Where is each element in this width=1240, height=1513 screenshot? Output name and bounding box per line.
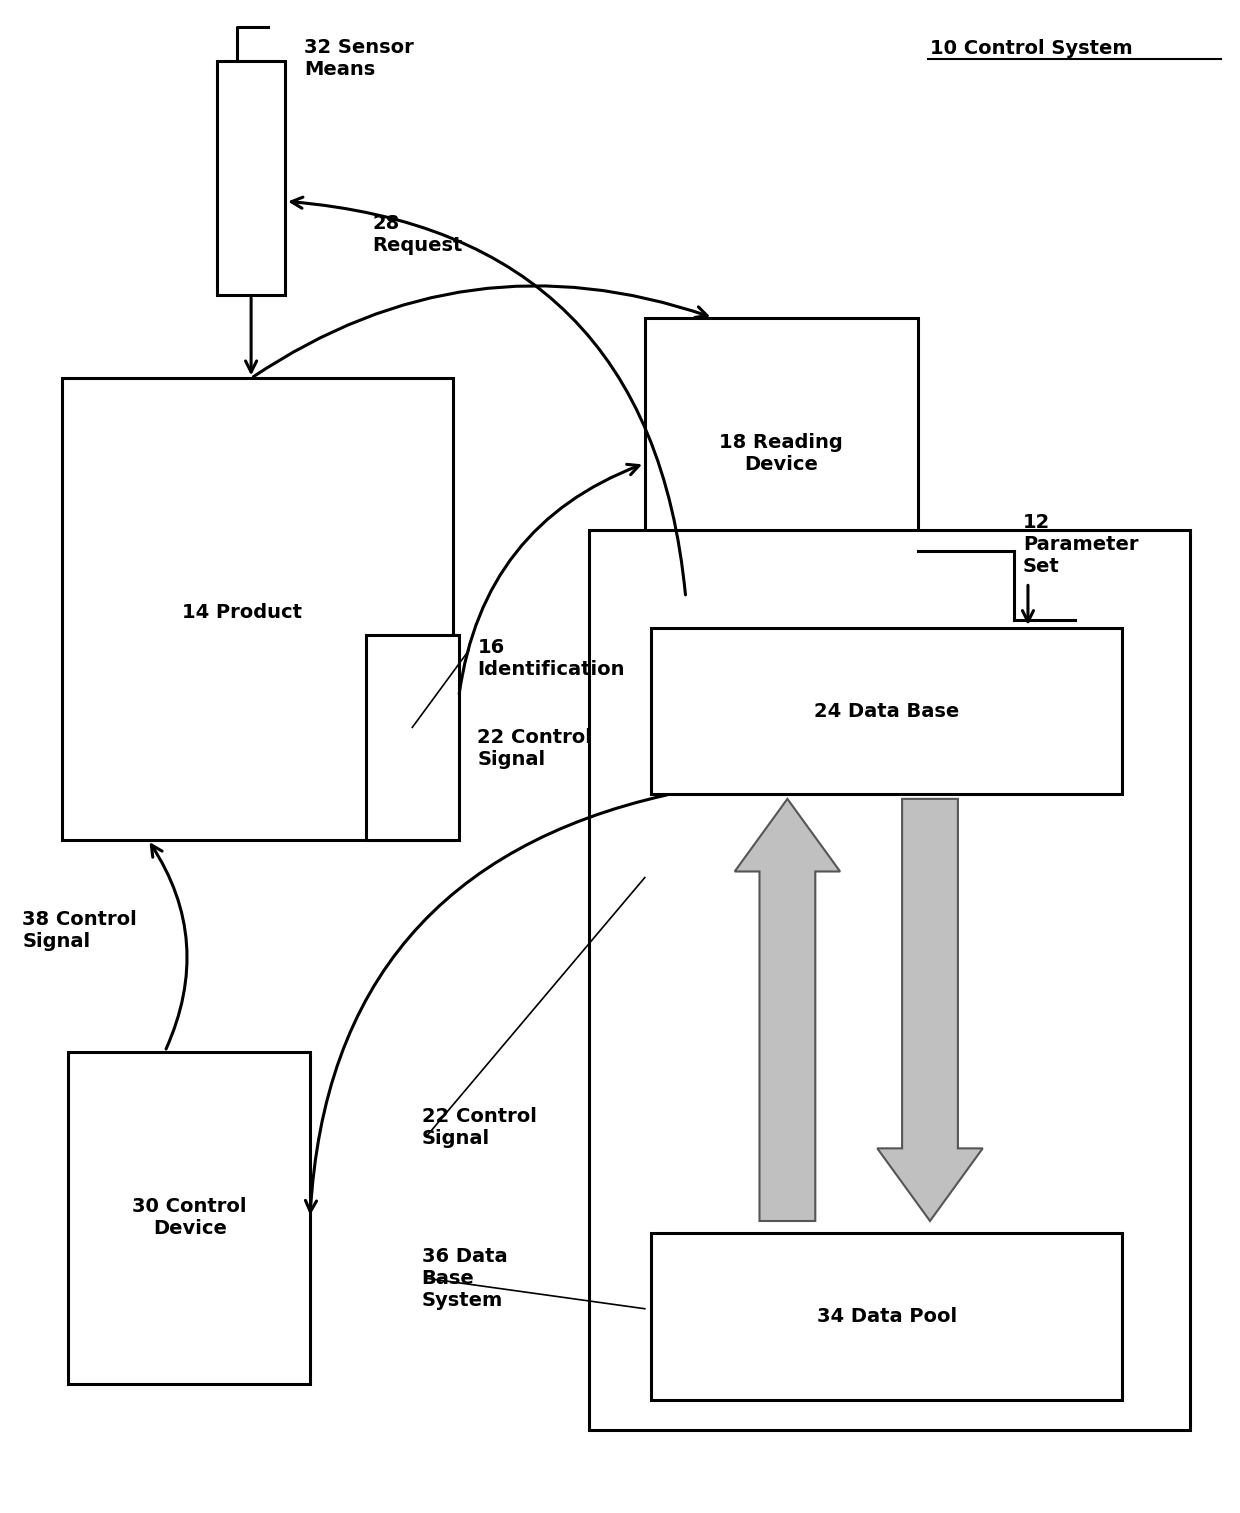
Text: 16
Identification: 16 Identification	[477, 637, 625, 679]
Text: 14 Product: 14 Product	[182, 604, 301, 622]
Text: 22 Control
Signal: 22 Control Signal	[422, 1106, 537, 1148]
Bar	[68, 1052, 310, 1384]
Text: 36 Data
Base
System: 36 Data Base System	[422, 1247, 507, 1310]
Text: 32 Sensor
Means: 32 Sensor Means	[304, 38, 414, 79]
FancyArrowPatch shape	[291, 197, 686, 595]
Bar	[62, 378, 453, 840]
Bar	[589, 530, 1190, 1430]
Text: 30 Control
Device: 30 Control Device	[133, 1197, 247, 1239]
Text: 10 Control System: 10 Control System	[930, 39, 1132, 57]
FancyArrow shape	[878, 799, 982, 1221]
Text: 24 Data Base: 24 Data Base	[813, 702, 960, 720]
Bar	[651, 1233, 1122, 1400]
FancyArrowPatch shape	[305, 794, 667, 1212]
Bar	[217, 61, 285, 295]
FancyArrowPatch shape	[459, 464, 639, 694]
Bar	[366, 635, 459, 840]
Text: 34 Data Pool: 34 Data Pool	[816, 1307, 957, 1325]
FancyArrow shape	[734, 799, 841, 1221]
Bar	[645, 318, 918, 583]
FancyArrowPatch shape	[253, 286, 707, 377]
Bar	[651, 628, 1122, 794]
FancyArrowPatch shape	[151, 844, 187, 1049]
Text: 38 Control
Signal: 38 Control Signal	[22, 909, 138, 952]
Text: 12
Parameter
Set: 12 Parameter Set	[1023, 513, 1138, 576]
Text: 18 Reading
Device: 18 Reading Device	[719, 433, 843, 475]
Text: 22 Control
Signal: 22 Control Signal	[477, 728, 593, 770]
Text: 28
Request: 28 Request	[372, 213, 463, 256]
